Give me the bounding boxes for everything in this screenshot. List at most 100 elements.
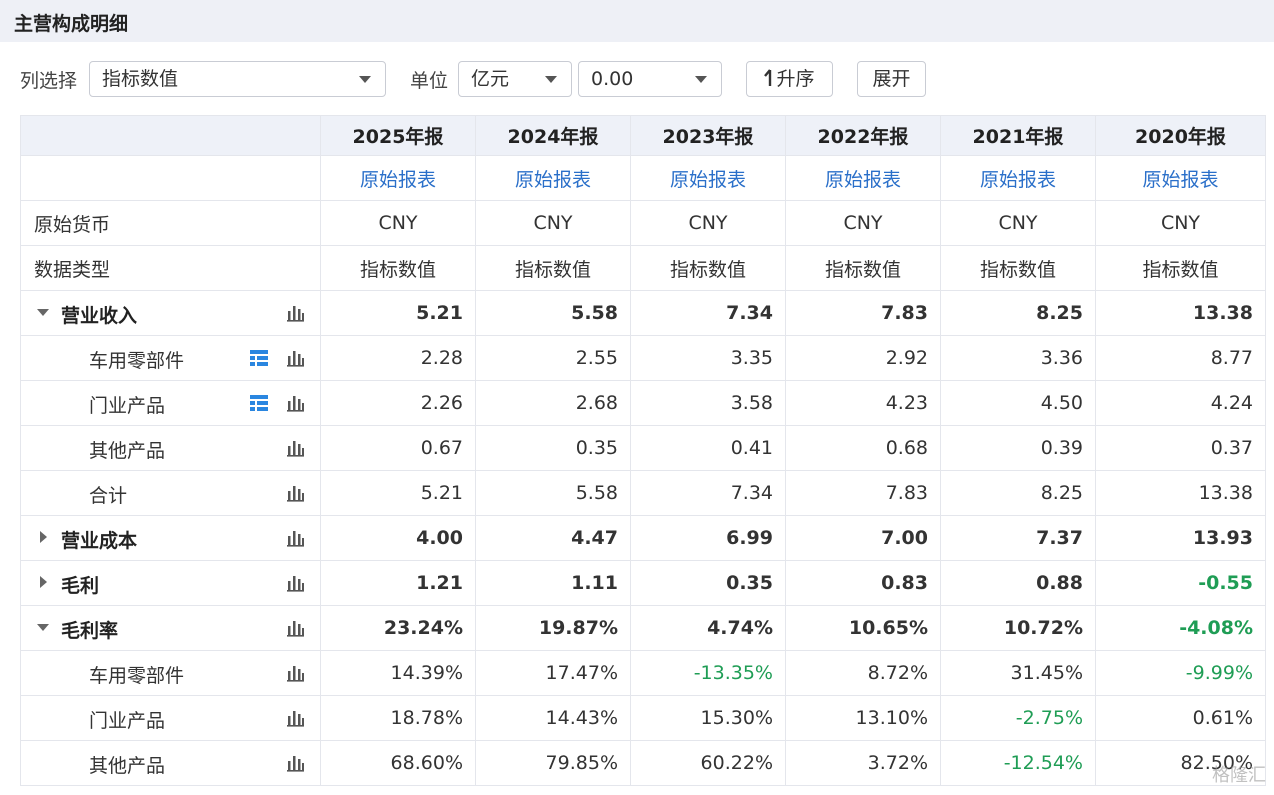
expand-button[interactable]: 展开 bbox=[857, 61, 926, 97]
value-cell: 7.34 bbox=[630, 470, 786, 516]
row-label: 原始货币 bbox=[20, 200, 321, 246]
value-cell: 3.36 bbox=[940, 335, 1096, 381]
chart-icon[interactable] bbox=[286, 528, 306, 548]
value-cell: 5.21 bbox=[320, 470, 476, 516]
chart-icon[interactable] bbox=[286, 618, 306, 638]
value-cell: 8.25 bbox=[940, 290, 1096, 336]
info-cell: CNY bbox=[320, 200, 476, 246]
value-cell: 7.00 bbox=[785, 515, 941, 561]
value-cell: 3.35 bbox=[630, 335, 786, 381]
unit-select[interactable]: 亿元 bbox=[458, 61, 572, 97]
value-cell: 4.23 bbox=[785, 380, 941, 426]
child-row: 其他产品 0.67 0.35 0.41 0.68 0.39 0.37 bbox=[20, 425, 1266, 471]
value-cell: 5.58 bbox=[475, 470, 631, 516]
collapse-arrow[interactable] bbox=[37, 624, 49, 631]
value-cell: 8.72% bbox=[785, 650, 941, 696]
chart-icon[interactable] bbox=[286, 303, 306, 323]
title: 主营构成明细 bbox=[14, 13, 129, 35]
value-cell: 79.85% bbox=[475, 740, 631, 786]
value-cell: -12.54% bbox=[940, 740, 1096, 786]
chart-icon[interactable] bbox=[286, 393, 306, 413]
chart-icon[interactable] bbox=[286, 438, 306, 458]
value-cell: 14.43% bbox=[475, 695, 631, 741]
info-cell: 指标数值 bbox=[630, 245, 786, 291]
source-link[interactable]: 原始报表 bbox=[979, 168, 1056, 191]
source-link[interactable]: 原始报表 bbox=[669, 168, 746, 191]
value-cell: 68.60% bbox=[320, 740, 476, 786]
source-link[interactable]: 原始报表 bbox=[359, 168, 436, 191]
column-header: 2020年报 bbox=[1095, 115, 1266, 156]
row-label-cell: 营业成本 bbox=[20, 515, 321, 561]
row-label: 其他产品 bbox=[89, 755, 166, 777]
value-cell: -4.08% bbox=[1095, 605, 1266, 651]
column-header: 2022年报 bbox=[785, 115, 941, 156]
row-label-cell: 门业产品 bbox=[20, 695, 321, 741]
value-cell: 5.58 bbox=[475, 290, 631, 336]
expand-arrow[interactable] bbox=[40, 531, 47, 543]
value-cell: 13.38 bbox=[1095, 290, 1266, 336]
parent-row: 毛利率 23.24% 19.87% 4.74% 10.65% 10.72% -4.08% bbox=[20, 605, 1266, 651]
row-label-cell: 车用零部件 bbox=[20, 335, 321, 381]
value-cell: 82.50% bbox=[1095, 740, 1266, 786]
unit-label: 单位 bbox=[410, 70, 449, 92]
column-header: 2021年报 bbox=[940, 115, 1096, 156]
chart-icon[interactable] bbox=[286, 663, 306, 683]
row-label-cell: 营业收入 bbox=[20, 290, 321, 336]
row-label: 毛利 bbox=[61, 575, 100, 597]
value-cell: 13.10% bbox=[785, 695, 941, 741]
info-cell: 指标数值 bbox=[475, 245, 631, 291]
row-label: 门业产品 bbox=[89, 395, 166, 417]
value-cell: 15.30% bbox=[630, 695, 786, 741]
value-cell: 3.72% bbox=[785, 740, 941, 786]
column-value: 指标数值 bbox=[102, 68, 179, 90]
value-cell: 4.74% bbox=[630, 605, 786, 651]
detail-icon[interactable] bbox=[249, 348, 269, 368]
chart-icon[interactable] bbox=[286, 753, 306, 773]
source-link[interactable]: 原始报表 bbox=[1142, 168, 1219, 191]
source-link[interactable]: 原始报表 bbox=[824, 168, 901, 191]
parent-row: 毛利 1.21 1.11 0.35 0.83 0.88 -0.55 bbox=[20, 560, 1266, 606]
value-cell: 2.68 bbox=[475, 380, 631, 426]
value-cell: -0.55 bbox=[1095, 560, 1266, 606]
detail-icon[interactable] bbox=[249, 393, 269, 413]
sort-button[interactable]: 升序 bbox=[746, 61, 833, 97]
row-label-cell: 毛利 bbox=[20, 560, 321, 606]
value-cell: -9.99% bbox=[1095, 650, 1266, 696]
value-cell: 7.34 bbox=[630, 290, 786, 336]
link-cell: 原始报表 bbox=[475, 155, 631, 201]
value-cell: 4.50 bbox=[940, 380, 1096, 426]
link-cell: 原始报表 bbox=[940, 155, 1096, 201]
title-bar: 主营构成明细 bbox=[0, 0, 1274, 42]
source-link[interactable]: 原始报表 bbox=[514, 168, 591, 191]
row-label: 车用零部件 bbox=[89, 665, 185, 687]
watermark: 格隆汇 bbox=[1212, 765, 1266, 786]
sort-icon bbox=[764, 69, 772, 86]
parent-row: 营业成本 4.00 4.47 6.99 7.00 7.37 13.93 bbox=[20, 515, 1266, 561]
value-cell: 7.37 bbox=[940, 515, 1096, 561]
value-cell: 13.38 bbox=[1095, 470, 1266, 516]
info-cell: CNY bbox=[785, 200, 941, 246]
value-cell: 14.39% bbox=[320, 650, 476, 696]
value-cell: 10.72% bbox=[940, 605, 1096, 651]
child-row: 车用零部件 2.28 2.55 3.35 2.92 3.36 8.77 bbox=[20, 335, 1266, 381]
chart-icon[interactable] bbox=[286, 708, 306, 728]
chart-icon[interactable] bbox=[286, 573, 306, 593]
value-cell: 19.87% bbox=[475, 605, 631, 651]
row-label: 合计 bbox=[89, 485, 128, 507]
value-cell: 10.65% bbox=[785, 605, 941, 651]
format-select[interactable]: 0.00 bbox=[578, 61, 722, 97]
link-row: 原始报表 原始报表 原始报表 原始报表 原始报表 原始报表 bbox=[20, 155, 1266, 201]
value-cell: 13.93 bbox=[1095, 515, 1266, 561]
link-cell: 原始报表 bbox=[1095, 155, 1266, 201]
chart-icon[interactable] bbox=[286, 348, 306, 368]
column-header: 2025年报 bbox=[320, 115, 476, 156]
column-select[interactable]: 指标数值 bbox=[89, 61, 386, 97]
expand-arrow[interactable] bbox=[40, 576, 47, 588]
collapse-arrow[interactable] bbox=[37, 309, 49, 316]
info-cell: CNY bbox=[475, 200, 631, 246]
value-cell: 0.83 bbox=[785, 560, 941, 606]
chart-icon[interactable] bbox=[286, 483, 306, 503]
value-cell: 18.78% bbox=[320, 695, 476, 741]
value-cell: 1.11 bbox=[475, 560, 631, 606]
column-header: 2024年报 bbox=[475, 115, 631, 156]
